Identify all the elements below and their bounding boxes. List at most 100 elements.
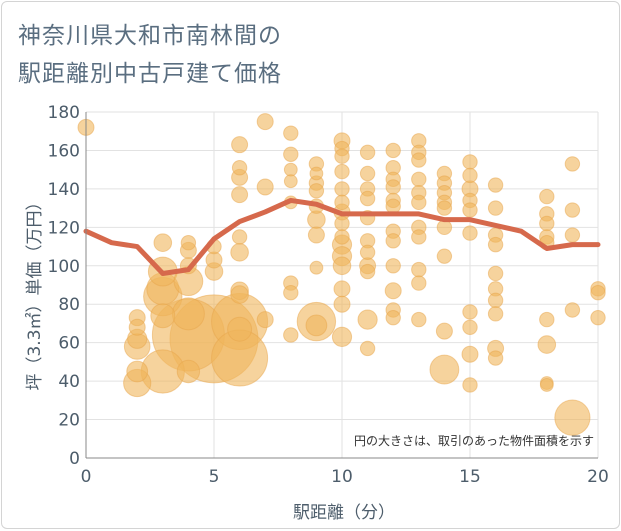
data-bubble	[227, 316, 253, 342]
data-bubble	[359, 144, 376, 161]
data-bubble	[359, 244, 376, 261]
data-bubble	[487, 200, 504, 216]
data-bubble	[537, 335, 557, 354]
data-bubble	[411, 261, 427, 278]
data-bubble	[359, 165, 376, 182]
data-bubble	[333, 280, 351, 298]
data-bubble	[230, 285, 249, 304]
data-bubble	[462, 225, 478, 241]
x-tick-label: 0	[81, 467, 92, 487]
data-bubble	[564, 302, 581, 318]
data-bubble	[153, 233, 173, 253]
data-bubble	[334, 215, 350, 232]
data-bubble	[462, 202, 478, 218]
axis-layer: 0 20 40 60 80 100 120 140 160 180 0 5 10 15 20	[48, 103, 609, 487]
y-tick-label: 140	[48, 180, 80, 200]
data-bubble	[539, 188, 555, 205]
data-bubble	[462, 167, 478, 184]
data-bubble	[283, 327, 299, 343]
y-axis-title: 坪（3.3㎡）単価（万円）	[25, 193, 45, 390]
data-bubble	[384, 282, 402, 300]
data-bubble	[411, 275, 427, 291]
data-bubble	[435, 322, 453, 340]
data-bubble	[333, 295, 351, 313]
data-bubble	[564, 202, 581, 218]
data-bubble	[309, 166, 324, 181]
data-bubble	[539, 311, 555, 328]
data-bubble	[411, 171, 427, 187]
y-tick-label: 0	[69, 449, 80, 469]
data-bubble	[334, 194, 350, 211]
data-bubble	[256, 113, 274, 131]
data-bubble	[180, 235, 197, 251]
data-bubble	[231, 186, 249, 204]
data-bubble	[126, 360, 149, 383]
data-bubble	[429, 354, 460, 385]
data-bubble	[564, 227, 581, 243]
data-bubble	[359, 340, 376, 357]
data-bubble	[462, 377, 478, 393]
data-bubble	[205, 251, 223, 269]
y-tick-label: 180	[48, 103, 80, 123]
data-bubble	[307, 226, 325, 244]
data-bubble	[462, 304, 478, 320]
data-bubble	[308, 183, 325, 199]
data-bubble	[256, 178, 274, 196]
data-bubble	[283, 125, 299, 141]
data-bubble	[487, 292, 504, 309]
data-bubble	[334, 229, 350, 245]
data-bubble	[487, 236, 504, 253]
data-bubble	[231, 229, 248, 245]
data-bubble	[385, 198, 401, 214]
data-bubble	[334, 148, 350, 164]
data-bubble	[436, 248, 453, 264]
y-tick-label: 80	[58, 295, 80, 315]
data-bubble	[385, 179, 401, 195]
data-bubble	[487, 177, 504, 193]
data-bubble	[462, 319, 478, 335]
data-bubble	[539, 215, 555, 232]
y-tick-label: 160	[48, 141, 80, 161]
data-bubble	[359, 263, 376, 280]
data-bubble	[487, 350, 504, 366]
data-bubble	[283, 162, 298, 177]
data-bubble	[334, 163, 350, 180]
data-bubble	[283, 284, 299, 301]
x-tick-label: 5	[209, 467, 220, 487]
data-bubble	[411, 229, 427, 245]
chart-title-line-1: 神奈川県大和市南林間の	[18, 23, 282, 49]
data-bubble	[332, 256, 352, 276]
data-bubble	[411, 152, 427, 168]
data-bubble	[385, 233, 401, 249]
data-bubble	[590, 309, 606, 326]
data-bubble	[554, 399, 591, 436]
x-tick-label: 10	[331, 467, 353, 487]
data-bubble	[436, 200, 453, 216]
y-tick-label: 20	[58, 411, 80, 431]
data-bubble	[411, 194, 427, 211]
data-bubble	[462, 154, 478, 170]
x-tick-label: 20	[587, 467, 609, 487]
data-bubble	[305, 314, 328, 337]
data-bubble	[283, 174, 298, 189]
data-bubble	[128, 318, 146, 336]
data-bubble	[357, 309, 378, 330]
data-bubble	[564, 156, 581, 172]
line-layer	[83, 197, 601, 276]
data-bubble	[411, 311, 427, 328]
data-bubble	[590, 284, 606, 301]
data-bubble	[176, 359, 201, 384]
data-bubble	[171, 297, 205, 331]
bubble-layer	[77, 113, 606, 436]
average-price-line	[83, 197, 601, 276]
data-bubble	[385, 142, 401, 159]
y-tick-label: 100	[48, 257, 80, 277]
data-bubble	[539, 378, 554, 392]
data-bubble	[487, 306, 504, 322]
chart-title-line-2: 駅距離別中古戸建て価格	[18, 61, 282, 87]
data-bubble	[331, 326, 353, 347]
data-bubble	[231, 136, 249, 154]
x-tick-label: 15	[459, 467, 481, 487]
data-bubble	[385, 309, 401, 326]
